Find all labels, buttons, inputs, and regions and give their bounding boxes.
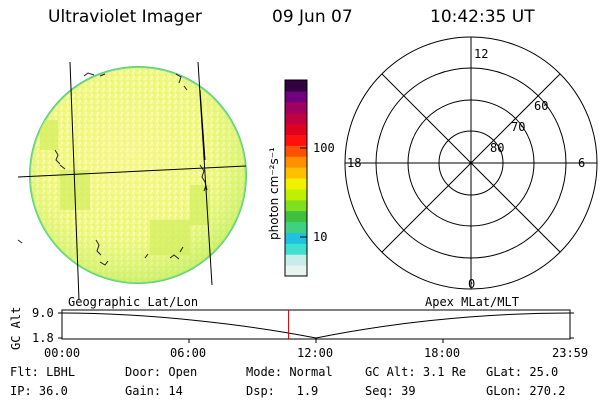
colorbar-tick-100: 100 [313, 141, 335, 155]
colorbar [285, 80, 307, 277]
colorbar-band [285, 188, 307, 201]
info-ip: IP: 36.0 [10, 384, 68, 398]
alt-axis-label: GC Alt [9, 306, 23, 350]
polar-label-6: 6 [578, 156, 586, 170]
colorbar-band [285, 178, 307, 190]
polar-label-12: 12 [474, 47, 489, 61]
polar-plot [344, 36, 598, 290]
polar-label-18: 18 [347, 156, 362, 170]
colorbar-band [285, 254, 307, 266]
colorbar-band [285, 221, 307, 233]
colorbar-band [285, 167, 307, 179]
latlon-grid [17, 61, 247, 301]
colorbar-band [285, 112, 307, 125]
colorbar-band [285, 156, 307, 168]
info-glat: GLat: 25.0 [486, 365, 559, 379]
earth-disk-image [17, 61, 247, 301]
info-dsp: Dsp: 1.9 [246, 384, 319, 398]
colorbar-band [285, 101, 307, 114]
time-label: 10:42:35 UT [430, 7, 535, 27]
colorbar-band [285, 80, 307, 92]
altitude-plot [58, 309, 574, 343]
polar-label-0: 0 [468, 277, 476, 291]
colorbar-band [285, 243, 307, 255]
info-glon: GLon: 270.2 [486, 384, 566, 398]
polar-lat-60: 60 [534, 99, 549, 113]
colorbar-band [285, 199, 307, 212]
info-filter: Flt: LBHL [10, 365, 76, 379]
alt-xtick-1800: 18:00 [424, 346, 461, 360]
colorbar-band [285, 90, 307, 103]
alt-right-title: Apex MLat/MLT [425, 295, 519, 309]
info-mode: Mode: Normal [246, 365, 333, 379]
polar-lat-80: 80 [490, 141, 505, 155]
info-gain: Gain: 14 [125, 384, 183, 398]
colorbar-band [285, 265, 307, 277]
alt-xtick-0000: 00:00 [44, 346, 81, 360]
alt-ytick-high: 9.0 [32, 306, 54, 320]
alt-xtick-0600: 06:00 [170, 346, 207, 360]
colorbar-band [285, 123, 307, 135]
colorbar-band [285, 232, 307, 244]
instrument-title: Ultraviolet Imager [48, 7, 202, 27]
colorbar-band [285, 145, 307, 157]
alt-ytick-low: 1.8 [32, 331, 54, 345]
info-door: Door: Open [125, 365, 198, 379]
date-label: 09 Jun 07 [272, 7, 353, 27]
colorbar-band [285, 210, 307, 223]
colorbar-unit-label: photon cm⁻²s⁻¹ [267, 147, 281, 240]
polar-lat-70: 70 [511, 120, 526, 134]
colorbar-band [285, 134, 307, 146]
alt-left-title: Geographic Lat/Lon [68, 295, 199, 309]
colorbar-tick-10: 10 [313, 230, 328, 244]
info-seq: Seq: 39 [365, 384, 416, 398]
alt-xtick-2359: 23:59 [552, 346, 589, 360]
info-gc-alt: GC Alt: 3.1 Re [365, 365, 467, 379]
alt-xtick-1200: 12:00 [297, 346, 334, 360]
